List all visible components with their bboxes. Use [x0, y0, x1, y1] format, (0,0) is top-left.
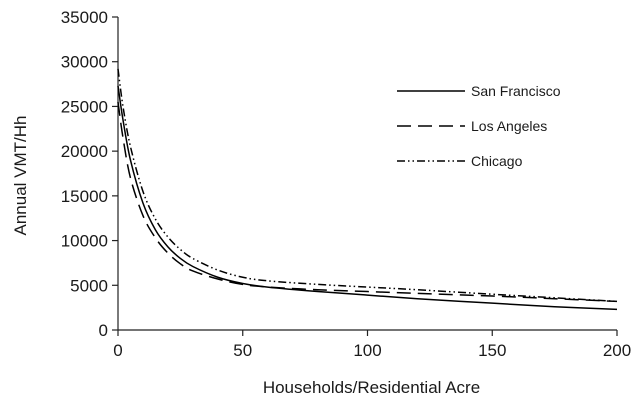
y-tick-label: 5000: [70, 276, 108, 295]
x-tick-label: 150: [478, 341, 506, 360]
legend: San Francisco Los Angeles Chicago: [397, 83, 561, 169]
y-tick-label: 15000: [61, 187, 108, 206]
x-tick-label: 50: [233, 341, 252, 360]
chart-axes: [117, 17, 617, 331]
y-tick-label: 35000: [61, 8, 108, 27]
x-tick-label: 200: [603, 341, 631, 360]
x-tick-label: 100: [353, 341, 381, 360]
y-tick-label: 10000: [61, 232, 108, 251]
x-tick-label: 0: [113, 341, 122, 360]
y-axis-title: Annual VMT/Hh: [11, 116, 30, 236]
legend-label-san-francisco: San Francisco: [471, 83, 561, 99]
series-line-los-angeles: [117, 101, 618, 303]
series-lines: [117, 68, 618, 311]
legend-label-chicago: Chicago: [471, 153, 523, 169]
x-axis-title: Households/Residential Acre: [263, 378, 480, 397]
series-line-chicago: [117, 68, 618, 303]
y-tick-label: 30000: [61, 53, 108, 72]
axis-ticks: 0 5000 10000 15000 20000 25000 30000 35000 0 50 10…: [61, 8, 631, 360]
y-tick-label: 0: [99, 321, 108, 340]
legend-label-los-angeles: Los Angeles: [471, 118, 547, 134]
y-tick-label: 20000: [61, 142, 108, 161]
y-tick-label: 25000: [61, 97, 108, 116]
series-line-san-francisco: [117, 85, 618, 311]
